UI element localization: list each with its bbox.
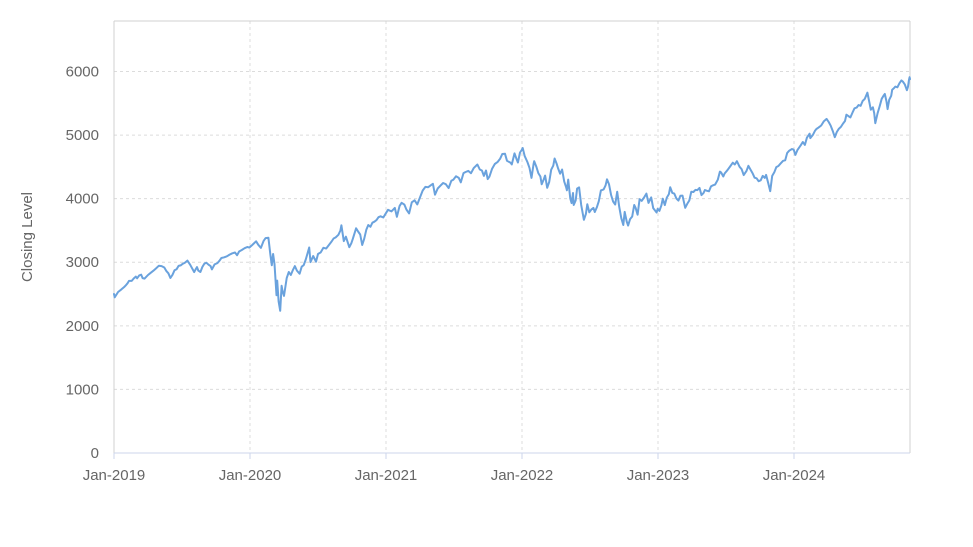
y-tick-label: 5000 (66, 127, 99, 144)
y-tick-label: 2000 (66, 318, 99, 335)
series-line-closing-level (113, 76, 911, 312)
gridlines (114, 21, 910, 453)
y-axis-title: Closing Level (19, 192, 36, 282)
y-tick-label: 0 (91, 445, 99, 462)
x-axis-line-and-ticks (113, 452, 910, 459)
x-tick-label: Jan-2022 (491, 467, 554, 484)
x-tick-label: Jan-2024 (763, 467, 826, 484)
x-tick-label: Jan-2020 (219, 467, 282, 484)
x-axis-tick-labels: Jan-2019 Jan-2020 Jan-2021 Jan-2022 Jan-2023… (83, 467, 826, 484)
x-tick-label: Jan-2019 (83, 467, 146, 484)
y-tick-label: 3000 (66, 254, 99, 271)
y-axis-tick-labels: 0 1000 2000 3000 4000 5000 6000 (66, 63, 99, 462)
y-tick-label: 6000 (66, 63, 99, 80)
x-tick-label: Jan-2023 (627, 467, 690, 484)
y-tick-label: 4000 (66, 191, 99, 208)
series-line (113, 76, 911, 312)
plot-border (113, 20, 911, 453)
x-tick-label: Jan-2021 (355, 467, 418, 484)
y-tick-label: 1000 (66, 381, 99, 398)
